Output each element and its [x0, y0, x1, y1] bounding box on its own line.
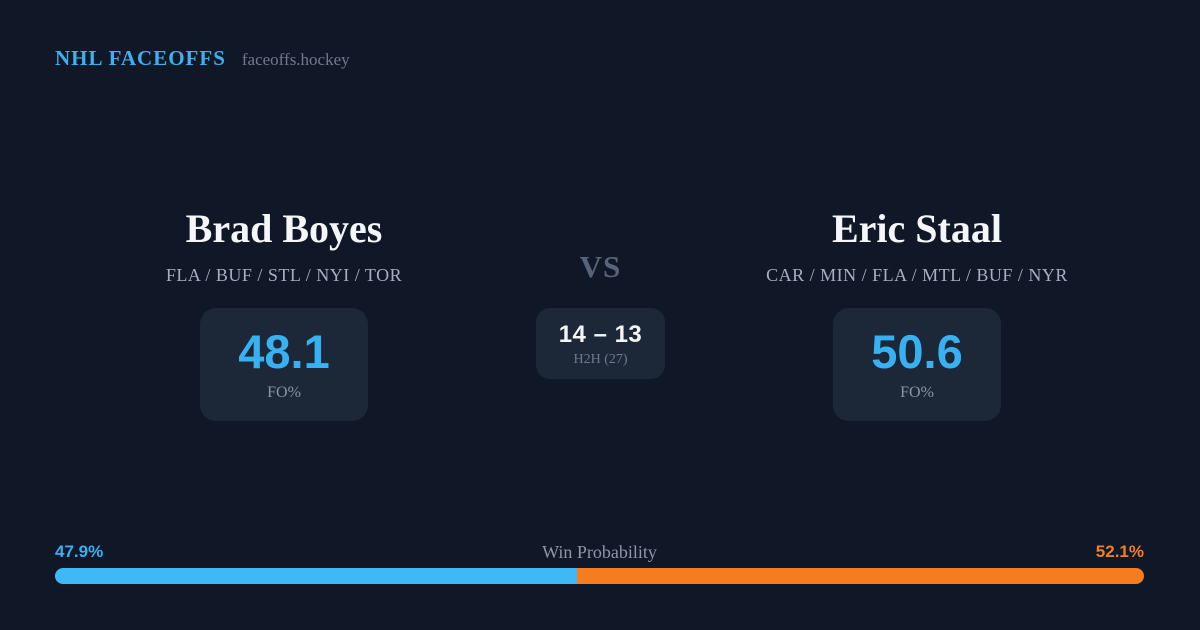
brand-title: NHL FACEOFFS: [55, 46, 226, 70]
h2h-score: 14 – 13: [558, 321, 643, 348]
player-left-fo-pct: 48.1: [238, 325, 330, 378]
win-probability-right-pct: 52.1%: [1095, 542, 1144, 561]
player-right-section: Eric Staal CAR / MIN / FLA / MTL / BUF /…: [737, 205, 1097, 421]
win-probability-bar-left: [55, 568, 577, 584]
player-right-teams: CAR / MIN / FLA / MTL / BUF / NYR: [766, 265, 1068, 285]
player-left-teams: FLA / BUF / STL / NYI / TOR: [165, 265, 403, 285]
player-right-fo-pct: 50.6: [871, 325, 963, 378]
vs-label: VS: [579, 249, 622, 284]
win-probability-left-pct: 47.9%: [55, 542, 104, 561]
player-right-name: Eric Staal: [832, 206, 1002, 251]
header: NHL FACEOFFS faceoffs.hockey: [55, 46, 350, 71]
site-url: faceoffs.hockey: [241, 50, 350, 69]
vs-section: VS 14 – 13 H2H (27): [500, 247, 701, 379]
player-left-section: Brad Boyes FLA / BUF / STL / NYI / TOR 4…: [104, 205, 464, 421]
player-right-stat-card: 50.6 FO%: [833, 308, 1001, 421]
player-left-name: Brad Boyes: [185, 206, 383, 251]
h2h-card: 14 – 13 H2H (27): [535, 308, 666, 379]
player-left-stat-card: 48.1 FO%: [200, 308, 368, 421]
player-right-stat-label: FO%: [900, 384, 934, 401]
win-probability-title: Win Probability: [542, 542, 657, 562]
win-probability-bar-right: [576, 568, 1144, 584]
win-probability-bar: [55, 568, 1144, 584]
win-probability-labels: 47.9% Win Probability 52.1%: [55, 541, 1144, 563]
player-left-stat-label: FO%: [267, 384, 301, 401]
h2h-label: H2H (27): [573, 352, 628, 367]
